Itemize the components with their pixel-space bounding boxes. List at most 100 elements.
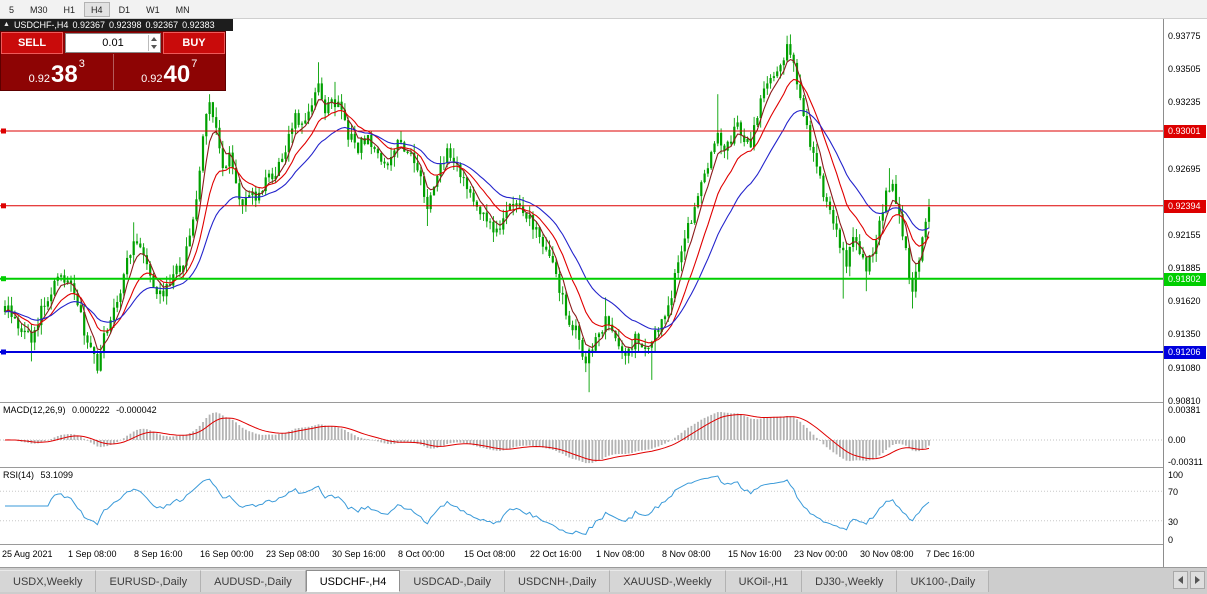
panel-separator[interactable] (0, 544, 1207, 545)
chart-tab-uk100-daily[interactable]: UK100-,Daily (897, 570, 990, 592)
macd-axis-label: 0.00381 (1168, 405, 1201, 415)
time-axis-label: 25 Aug 2021 (2, 549, 53, 559)
timeframe-button-h4[interactable]: H4 (84, 1, 110, 17)
price-tick: 0.91620 (1168, 296, 1201, 307)
timeframe-button-m30[interactable]: M30 (30, 4, 48, 15)
volume-input[interactable]: 0.01 (65, 33, 161, 53)
ohlc-low: 0.92367 (145, 20, 179, 30)
time-axis[interactable]: 25 Aug 2021 1 Sep 08:00 8 Sep 16:00 16 Sep … (0, 545, 1163, 566)
macd-panel-canvas[interactable] (0, 403, 1163, 467)
time-axis-label: 1 Nov 08:00 (596, 549, 645, 559)
chart-tab-usdchf-h4[interactable]: USDCHF-,H4 (305, 570, 401, 592)
buy-price-frac: 7 (191, 58, 198, 70)
time-axis-label: 15 Oct 08:00 (464, 549, 516, 559)
buy-price-display[interactable]: 0.92 40 7 (114, 54, 226, 90)
macd-value-signal: -0.000042 (116, 405, 157, 415)
time-axis-label: 15 Nov 16:00 (728, 549, 782, 559)
price-line-label: 0.91802 (1164, 272, 1206, 286)
rsi-axis-label: 70 (1168, 487, 1179, 497)
rsi-axis-label: 0 (1168, 535, 1174, 545)
ohlc-open: 0.92367 (72, 20, 105, 30)
price-tick: 0.91885 (1168, 263, 1201, 274)
tab-scroll-left-button[interactable] (1173, 571, 1188, 589)
timeframe-button-d1[interactable]: D1 (118, 4, 131, 15)
chart-tab-usdx-weekly[interactable]: USDX,Weekly (0, 570, 97, 592)
price-tick: 0.92695 (1168, 163, 1201, 174)
panel-separator[interactable] (0, 467, 1207, 468)
sell-price-pips: 38 (51, 61, 78, 88)
time-axis-label: 23 Sep 08:00 (266, 549, 320, 559)
macd-name: MACD(12,26,9) (3, 405, 66, 415)
price-tick: 0.93505 (1168, 64, 1201, 74)
timeframe-button-mn[interactable]: MN (175, 4, 190, 15)
timeframe-button-h1[interactable]: H1 (63, 4, 76, 15)
price-tick: 0.92155 (1168, 230, 1201, 241)
price-tick: 0.93775 (1168, 30, 1201, 41)
time-axis-label: 1 Sep 08:00 (68, 549, 117, 559)
chart-tabs: USDX,Weekly EURUSD-,Daily AUDUSD-,Daily USD… (0, 570, 990, 592)
buy-price-prefix: 0.92 (141, 73, 163, 85)
chart-tab-ukoil-h1[interactable]: UKOil-,H1 (725, 570, 803, 592)
timeframe-toolbar: 5 M30 H1 H4 D1 W1 MN (0, 0, 1207, 19)
time-axis-label: 22 Oct 16:00 (530, 549, 582, 559)
time-axis-label: 7 Dec 16:00 (926, 549, 975, 559)
rsi-value: 53.1099 (40, 470, 74, 480)
one-click-trading-panel: SELL 0.01 BUY 0.92 38 3 0.92 (0, 31, 226, 91)
rsi-panel-canvas[interactable] (0, 468, 1163, 544)
sell-button[interactable]: SELL (1, 32, 63, 54)
time-axis-label: 30 Nov 08:00 (860, 549, 914, 559)
price-line-label: 0.92394 (1164, 199, 1206, 213)
volume-down-icon[interactable] (151, 45, 157, 49)
volume-spinner (148, 35, 159, 51)
ma-slow-line (4, 109, 930, 330)
hline-handle[interactable] (1, 276, 6, 282)
buy-button[interactable]: BUY (163, 32, 225, 54)
ohlc-close: 0.92383 (182, 20, 215, 30)
price-axis-separator (1163, 19, 1164, 567)
ohlc-high: 0.92398 (109, 20, 142, 30)
time-axis-label: 8 Nov 08:00 (662, 549, 711, 559)
rsi-axis-label: 30 (1168, 517, 1179, 527)
price-line-label: 0.91206 (1164, 346, 1206, 359)
sell-price-frac: 3 (78, 58, 85, 70)
volume-up-icon[interactable] (151, 37, 157, 41)
timeframe-button-w1[interactable]: W1 (146, 4, 160, 15)
rsi-line (5, 475, 930, 535)
hline-handle[interactable] (1, 349, 6, 355)
price-tick: 0.90810 (1168, 395, 1201, 406)
tab-scroll-right-button[interactable] (1190, 571, 1205, 589)
chart-window: ▲ USDCHF-,H4 0.92367 0.92398 0.92367 0.9… (0, 19, 1207, 567)
price-tick: 0.91080 (1168, 362, 1201, 373)
macd-indicator-label: MACD(12,26,9) 0.000222 -0.000042 (3, 405, 161, 415)
time-axis-label: 23 Nov 00:00 (794, 549, 848, 559)
chart-symbol-period: USDCHF-,H4 (13, 20, 69, 30)
time-axis-label: 16 Sep 00:00 (200, 549, 254, 559)
price-chart-canvas[interactable] (0, 19, 1163, 402)
buy-price-pips: 40 (163, 61, 191, 88)
timeframe-button-5[interactable]: 5 (9, 4, 15, 15)
chart-tab-xauusd-weekly[interactable]: XAUUSD-,Weekly (610, 570, 726, 592)
price-axis[interactable]: 0.93775 0.93505 0.93235 0.92695 0.92155 0.918… (1164, 19, 1207, 567)
rsi-axis-label: 100 (1168, 470, 1184, 480)
macd-axis-label: -0.00311 (1168, 457, 1203, 467)
hline-handle[interactable] (1, 203, 6, 209)
price-tick: 0.91350 (1168, 329, 1201, 340)
chart-tab-usdcnh-daily[interactable]: USDCNH-,Daily (504, 570, 611, 592)
tab-scroll-controls (1173, 571, 1205, 589)
sell-price-display[interactable]: 0.92 38 3 (1, 54, 114, 90)
price-line-label: 0.93001 (1164, 125, 1206, 138)
collapse-panel-icon[interactable]: ▲ (3, 21, 10, 28)
macd-value-main: 0.000222 (72, 405, 110, 415)
chart-tab-bar: USDX,Weekly EURUSD-,Daily AUDUSD-,Daily USD… (0, 567, 1207, 594)
hline-handle[interactable] (1, 128, 6, 134)
chart-tab-audusd-daily[interactable]: AUDUSD-,Daily (201, 570, 306, 592)
ma-mid-line (4, 78, 930, 344)
panel-separator[interactable] (0, 402, 1207, 403)
sell-price-prefix: 0.92 (28, 73, 51, 85)
price-tick: 0.93235 (1168, 97, 1201, 108)
chart-tab-usdcad-daily[interactable]: USDCAD-,Daily (400, 570, 505, 592)
chart-tab-dj30-weekly[interactable]: DJ30-,Weekly (802, 570, 898, 592)
time-axis-label: 8 Oct 00:00 (398, 549, 445, 559)
chart-tab-eurusd-daily[interactable]: EURUSD-,Daily (96, 570, 202, 592)
macd-axis-label: 0.00 (1168, 435, 1186, 445)
